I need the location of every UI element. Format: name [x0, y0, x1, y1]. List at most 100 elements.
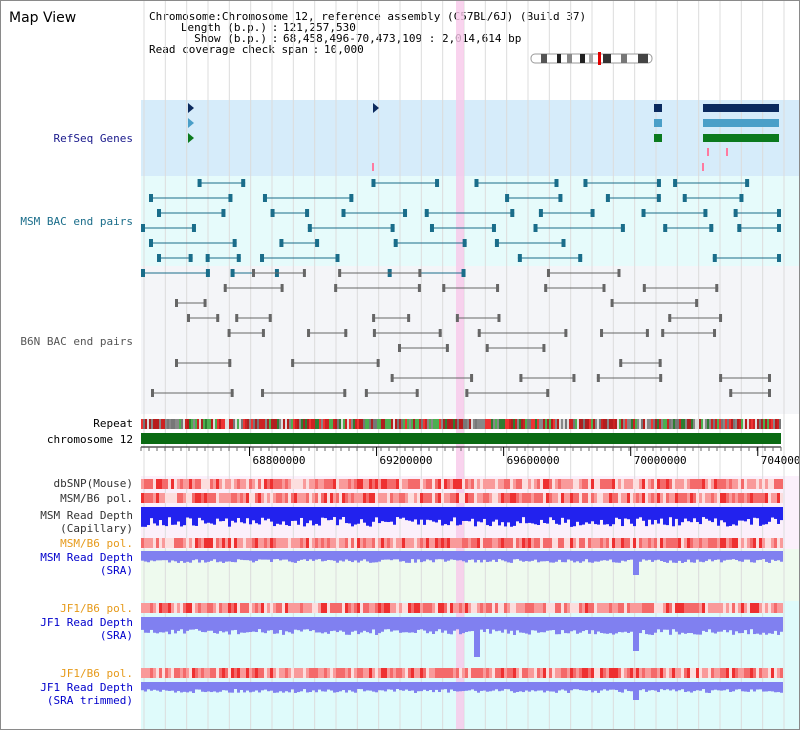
- track-label-jf1-depth-sra[interactable]: JF1 Read Depth (SRA): [40, 616, 133, 642]
- track-label-msm-depth-capillary[interactable]: MSM Read Depth (Capillary): [40, 509, 133, 535]
- heat-cell: [411, 538, 414, 548]
- heat-cell: [207, 479, 210, 489]
- depth-bar: [612, 682, 615, 690]
- track-label-msm-depth-sra[interactable]: MSM Read Depth (SRA): [40, 551, 133, 577]
- depth-bar: [501, 617, 504, 633]
- track-label-b6n-bac[interactable]: B6N BAC end pairs: [20, 335, 133, 348]
- heat-cell: [336, 479, 339, 489]
- heat-cell: [237, 603, 240, 613]
- repeat-segment: [729, 419, 731, 429]
- depth-bar: [387, 617, 390, 630]
- heat-cell: [561, 538, 564, 548]
- track-label-msm-b6-pol-2[interactable]: MSM/B6 pol.: [60, 537, 133, 550]
- depth-bar: [537, 682, 540, 691]
- depth-bar: [342, 551, 345, 562]
- heat-cell: [210, 493, 213, 503]
- heat-cell: [300, 479, 303, 489]
- heat-cell: [492, 493, 495, 503]
- depth-bar: [180, 507, 183, 527]
- track-label-msm-bac[interactable]: MSM BAC end pairs: [20, 215, 133, 228]
- heat-cell: [540, 493, 543, 503]
- track-label-refseq-genes[interactable]: RefSeq Genes: [53, 132, 133, 145]
- heat-cell: [402, 538, 405, 548]
- repeat-segment: [197, 419, 199, 429]
- heat-cell: [594, 538, 597, 548]
- heat-cell: [294, 479, 297, 489]
- bac-end: [497, 314, 501, 322]
- bac-end: [695, 299, 699, 307]
- heat-cell: [516, 603, 519, 613]
- heat-cell: [432, 603, 435, 613]
- heat-cell: [312, 493, 315, 503]
- repeat-segment: [447, 419, 449, 429]
- repeat-segment: [263, 419, 265, 429]
- heat-cell: [300, 668, 303, 678]
- heat-cell: [261, 603, 264, 613]
- depth-bar: [315, 507, 318, 524]
- heat-cell: [450, 479, 453, 489]
- heat-cell: [594, 479, 597, 489]
- heat-cell: [591, 603, 594, 613]
- heat-cell: [255, 603, 258, 613]
- repeat-segment: [429, 419, 431, 429]
- heat-cell: [684, 603, 687, 613]
- depth-bar: [222, 551, 225, 563]
- heat-cell: [264, 493, 267, 503]
- heat-cell: [201, 603, 204, 613]
- heat-cell: [345, 538, 348, 548]
- repeat-segment: [683, 419, 685, 429]
- track-label-jf1-b6-pol-1[interactable]: JF1/B6 pol.: [60, 602, 133, 615]
- heat-cell: [624, 603, 627, 613]
- depth-bar: [774, 682, 777, 693]
- depth-bar: [399, 617, 402, 633]
- heat-cell: [147, 479, 150, 489]
- depth-bar: [534, 551, 537, 560]
- depth-bar: [609, 682, 612, 690]
- track-label-msm-b6-pol-1[interactable]: MSM/B6 pol.: [60, 492, 133, 505]
- depth-bar: [603, 617, 606, 634]
- depth-bar: [510, 551, 513, 563]
- depth-bar: [459, 507, 462, 525]
- repeat-segment: [291, 419, 293, 429]
- heat-cell: [690, 479, 693, 489]
- track-label-jf1-b6-pol-2[interactable]: JF1/B6 pol.: [60, 667, 133, 680]
- depth-bar: [477, 507, 480, 522]
- heat-cell: [210, 603, 213, 613]
- depth-bar: [489, 682, 492, 692]
- track-label-jf1-depth-trimmed[interactable]: JF1 Read Depth (SRA trimmed): [40, 681, 133, 707]
- depth-bar: [276, 617, 279, 634]
- depth-bar: [399, 551, 402, 562]
- depth-bar: [165, 617, 168, 632]
- depth-bar: [696, 551, 699, 560]
- depth-bar: [681, 682, 684, 690]
- heat-cell: [171, 493, 174, 503]
- repeat-segment: [409, 419, 411, 429]
- depth-bar: [759, 551, 762, 560]
- heat-cell: [528, 493, 531, 503]
- depth-bar: [498, 682, 501, 692]
- heat-cell: [768, 603, 771, 613]
- track-label-dbsnp[interactable]: dbSNP(Mouse): [53, 477, 133, 490]
- heat-cell: [150, 538, 153, 548]
- heat-cell: [318, 493, 321, 503]
- heat-cell: [276, 493, 279, 503]
- ideogram-band: [580, 54, 585, 63]
- depth-bar: [630, 507, 633, 524]
- heat-cell: [660, 493, 663, 503]
- depth-bar: [150, 551, 153, 561]
- depth-bar: [219, 617, 222, 632]
- heat-cell: [270, 493, 273, 503]
- repeat-segment: [145, 419, 147, 429]
- depth-bar: [324, 551, 327, 561]
- depth-bar: [453, 617, 456, 631]
- depth-bar: [504, 617, 507, 630]
- repeat-segment: [735, 419, 737, 429]
- depth-bar: [771, 617, 774, 634]
- depth-bar: [279, 507, 282, 525]
- heat-cell: [153, 538, 156, 548]
- depth-bar: [585, 682, 588, 691]
- heat-cell: [720, 493, 723, 503]
- heat-cell: [522, 603, 525, 613]
- heat-cell: [777, 603, 780, 613]
